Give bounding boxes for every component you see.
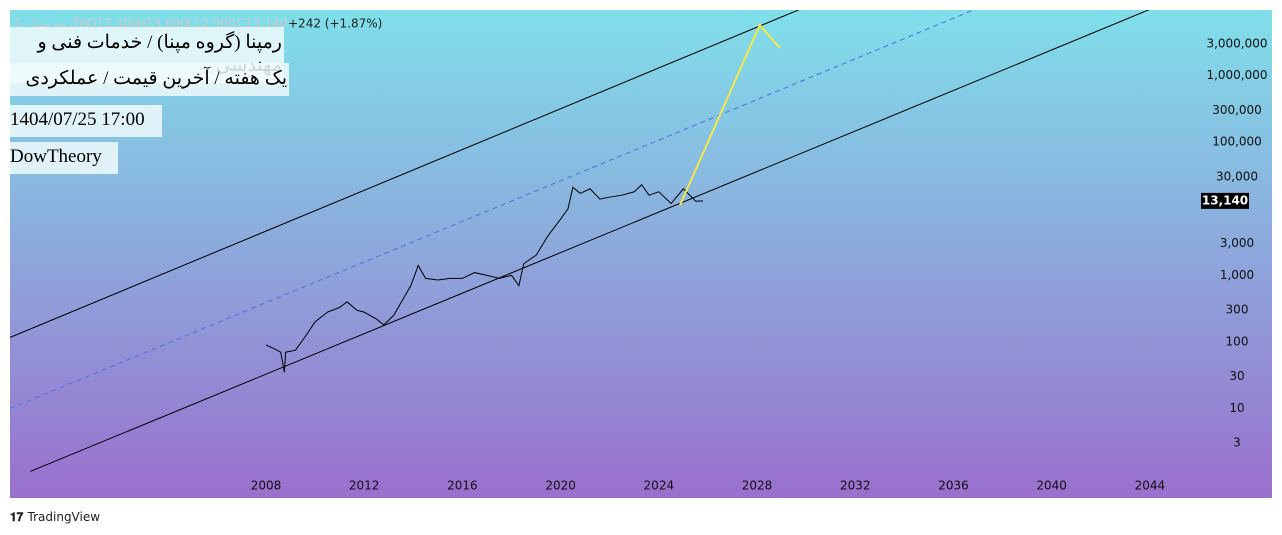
price-label-bg [1201,192,1249,209]
y-tick-label: 1,000 [1220,268,1254,282]
y-tick-label: 300 [1226,303,1249,317]
y-tick-label: 10 [1229,401,1244,415]
series-line [30,10,1150,472]
series-line [265,183,704,373]
y-tick-label: 3,000 [1220,236,1254,250]
series-line [679,23,781,206]
x-tick-label: 2012 [349,479,380,493]
x-tick-label: 2040 [1036,479,1067,493]
y-tick-label: 1,000,000 [1206,68,1267,82]
change: +242 (+1.87%) [288,17,382,31]
x-tick-label: 2028 [742,479,773,493]
price-label: 13,140 [1202,193,1248,207]
y-tick-label: 3,000,000 [1206,36,1267,50]
footer: 𝟏𝟕 TradingView [10,510,100,524]
series-line [10,10,800,338]
y-tick-label: 3 [1233,436,1241,450]
y-tick-label: 100 [1226,334,1249,348]
x-tick-label: 2016 [447,479,478,493]
x-tick-label: 2020 [545,479,576,493]
x-tick-label: 2032 [840,479,871,493]
y-tick-label: 30,000 [1216,170,1258,184]
y-tick-label: 100,000 [1212,135,1262,149]
note: 1404/07/25 17:00 [10,105,162,137]
y-tick-label: 30 [1229,369,1244,383]
x-tick-label: 2008 [251,479,282,493]
x-tick-label: 2036 [938,479,969,493]
y-tick-label: 300,000 [1212,103,1262,117]
x-tick-label: 2024 [644,479,675,493]
note: DowTheory [10,142,118,174]
x-tick-label: 2044 [1135,479,1166,493]
note: یک هفته / آخرین قیمت / عملکردی [10,63,289,96]
series-line [10,10,975,409]
